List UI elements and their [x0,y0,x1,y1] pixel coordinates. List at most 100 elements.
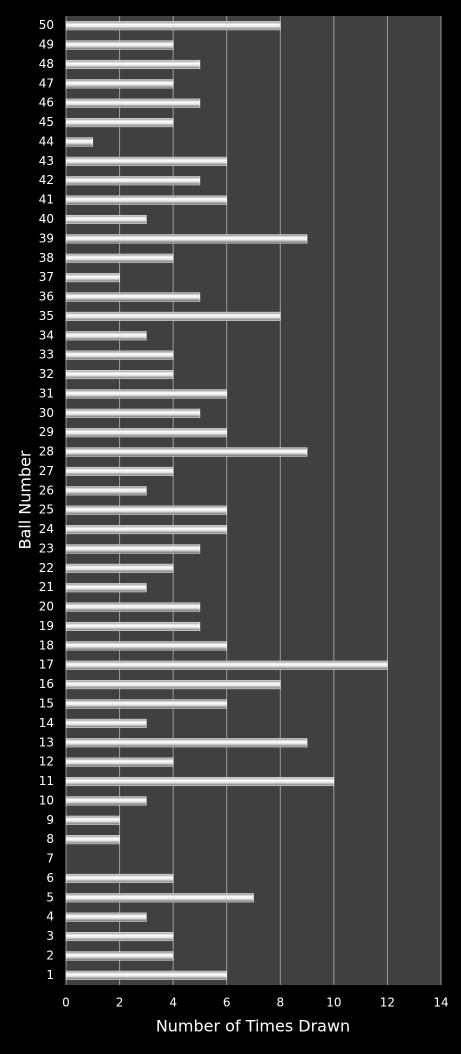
x-tick-label: 12 [380,996,395,1010]
bar [65,951,174,961]
x-tick-label: 2 [116,996,124,1010]
y-tick-label: 25 [39,503,54,517]
x-tick-label: 8 [276,996,284,1010]
y-tick-label: 28 [39,445,54,459]
y-tick-label: 47 [39,76,54,90]
y-tick-label: 26 [39,483,54,497]
y-tick-label: 27 [39,464,54,478]
bar [65,835,120,845]
bar [65,408,201,418]
y-tick-label: 12 [39,755,54,769]
bar [65,893,254,903]
y-tick-label: 7 [46,852,54,866]
bar [65,912,147,922]
bar [65,525,227,535]
y-tick-label: 13 [39,735,54,749]
bar [65,563,174,573]
y-tick-label: 36 [39,290,54,304]
y-tick-label: 44 [39,134,54,148]
bar [65,428,227,438]
bar [65,466,174,476]
y-tick-label: 22 [39,561,54,575]
y-tick-label: 18 [39,638,54,652]
y-tick-label: 38 [39,251,54,265]
x-tick-label: 4 [169,996,177,1010]
bar [65,718,147,728]
bar [65,40,174,50]
bar [65,79,174,89]
y-tick-label: 8 [46,832,54,846]
y-tick-label: 32 [39,367,54,381]
bar [65,660,388,670]
y-tick-label: 11 [39,774,54,788]
y-tick-label: 31 [39,386,54,400]
y-tick-label: 33 [39,348,54,362]
y-tick-label: 20 [39,600,54,614]
bar [65,873,174,883]
y-tick-label: 49 [39,38,54,52]
bar [65,583,147,593]
bar [65,98,201,108]
y-axis-title: Ball Number [16,450,35,549]
bar [65,621,201,631]
x-tick-label: 10 [326,996,341,1010]
bar [65,815,120,825]
bar [65,59,201,69]
bar [65,311,281,321]
y-tick-label: 45 [39,115,54,129]
bar [65,970,227,980]
y-tick-label: 4 [46,910,54,924]
bar [65,486,147,496]
bar [65,602,201,612]
bar [65,176,201,186]
y-tick-label: 40 [39,212,54,226]
bar [65,776,335,787]
x-tick-label: 6 [223,996,231,1010]
bar [65,699,227,709]
bar [65,738,308,748]
bar [65,932,174,942]
y-tick-label: 9 [46,813,54,827]
y-tick-label: 15 [39,696,54,710]
y-tick-label: 29 [39,425,54,439]
bar [65,544,201,554]
y-tick-label: 6 [46,871,54,885]
y-tick-label: 23 [39,541,54,555]
y-tick-label: 46 [39,96,54,110]
bar [65,350,174,360]
y-tick-label: 34 [39,328,54,342]
bar [65,680,281,690]
y-tick-label: 16 [39,677,54,691]
bar [65,118,174,128]
bar [65,796,147,806]
bar [65,214,147,225]
y-tick-label: 14 [39,716,54,730]
y-tick-label: 43 [39,154,54,168]
bar [65,505,227,515]
y-tick-label: 50 [39,18,54,32]
y-tick-label: 41 [39,193,54,207]
x-tick-label: 0 [62,996,70,1010]
y-tick-label: 24 [39,522,54,536]
y-tick-label: 5 [46,890,54,904]
bar [65,641,227,651]
y-tick-label: 2 [46,948,54,962]
bar [65,370,174,380]
y-tick-label: 48 [39,57,54,71]
bar [65,447,308,457]
bar [65,331,147,341]
y-tick-label: 17 [39,658,54,672]
y-tick-label: 39 [39,231,54,245]
bar [65,234,308,244]
y-tick-label: 21 [39,580,54,594]
y-tick-label: 30 [39,406,54,420]
y-tick-label: 42 [39,173,54,187]
y-tick-label: 1 [46,968,54,982]
bar [65,757,174,767]
bar [65,273,120,283]
bar [65,195,227,205]
bar [65,389,227,399]
y-tick-label: 19 [39,619,54,633]
bar [65,137,94,147]
